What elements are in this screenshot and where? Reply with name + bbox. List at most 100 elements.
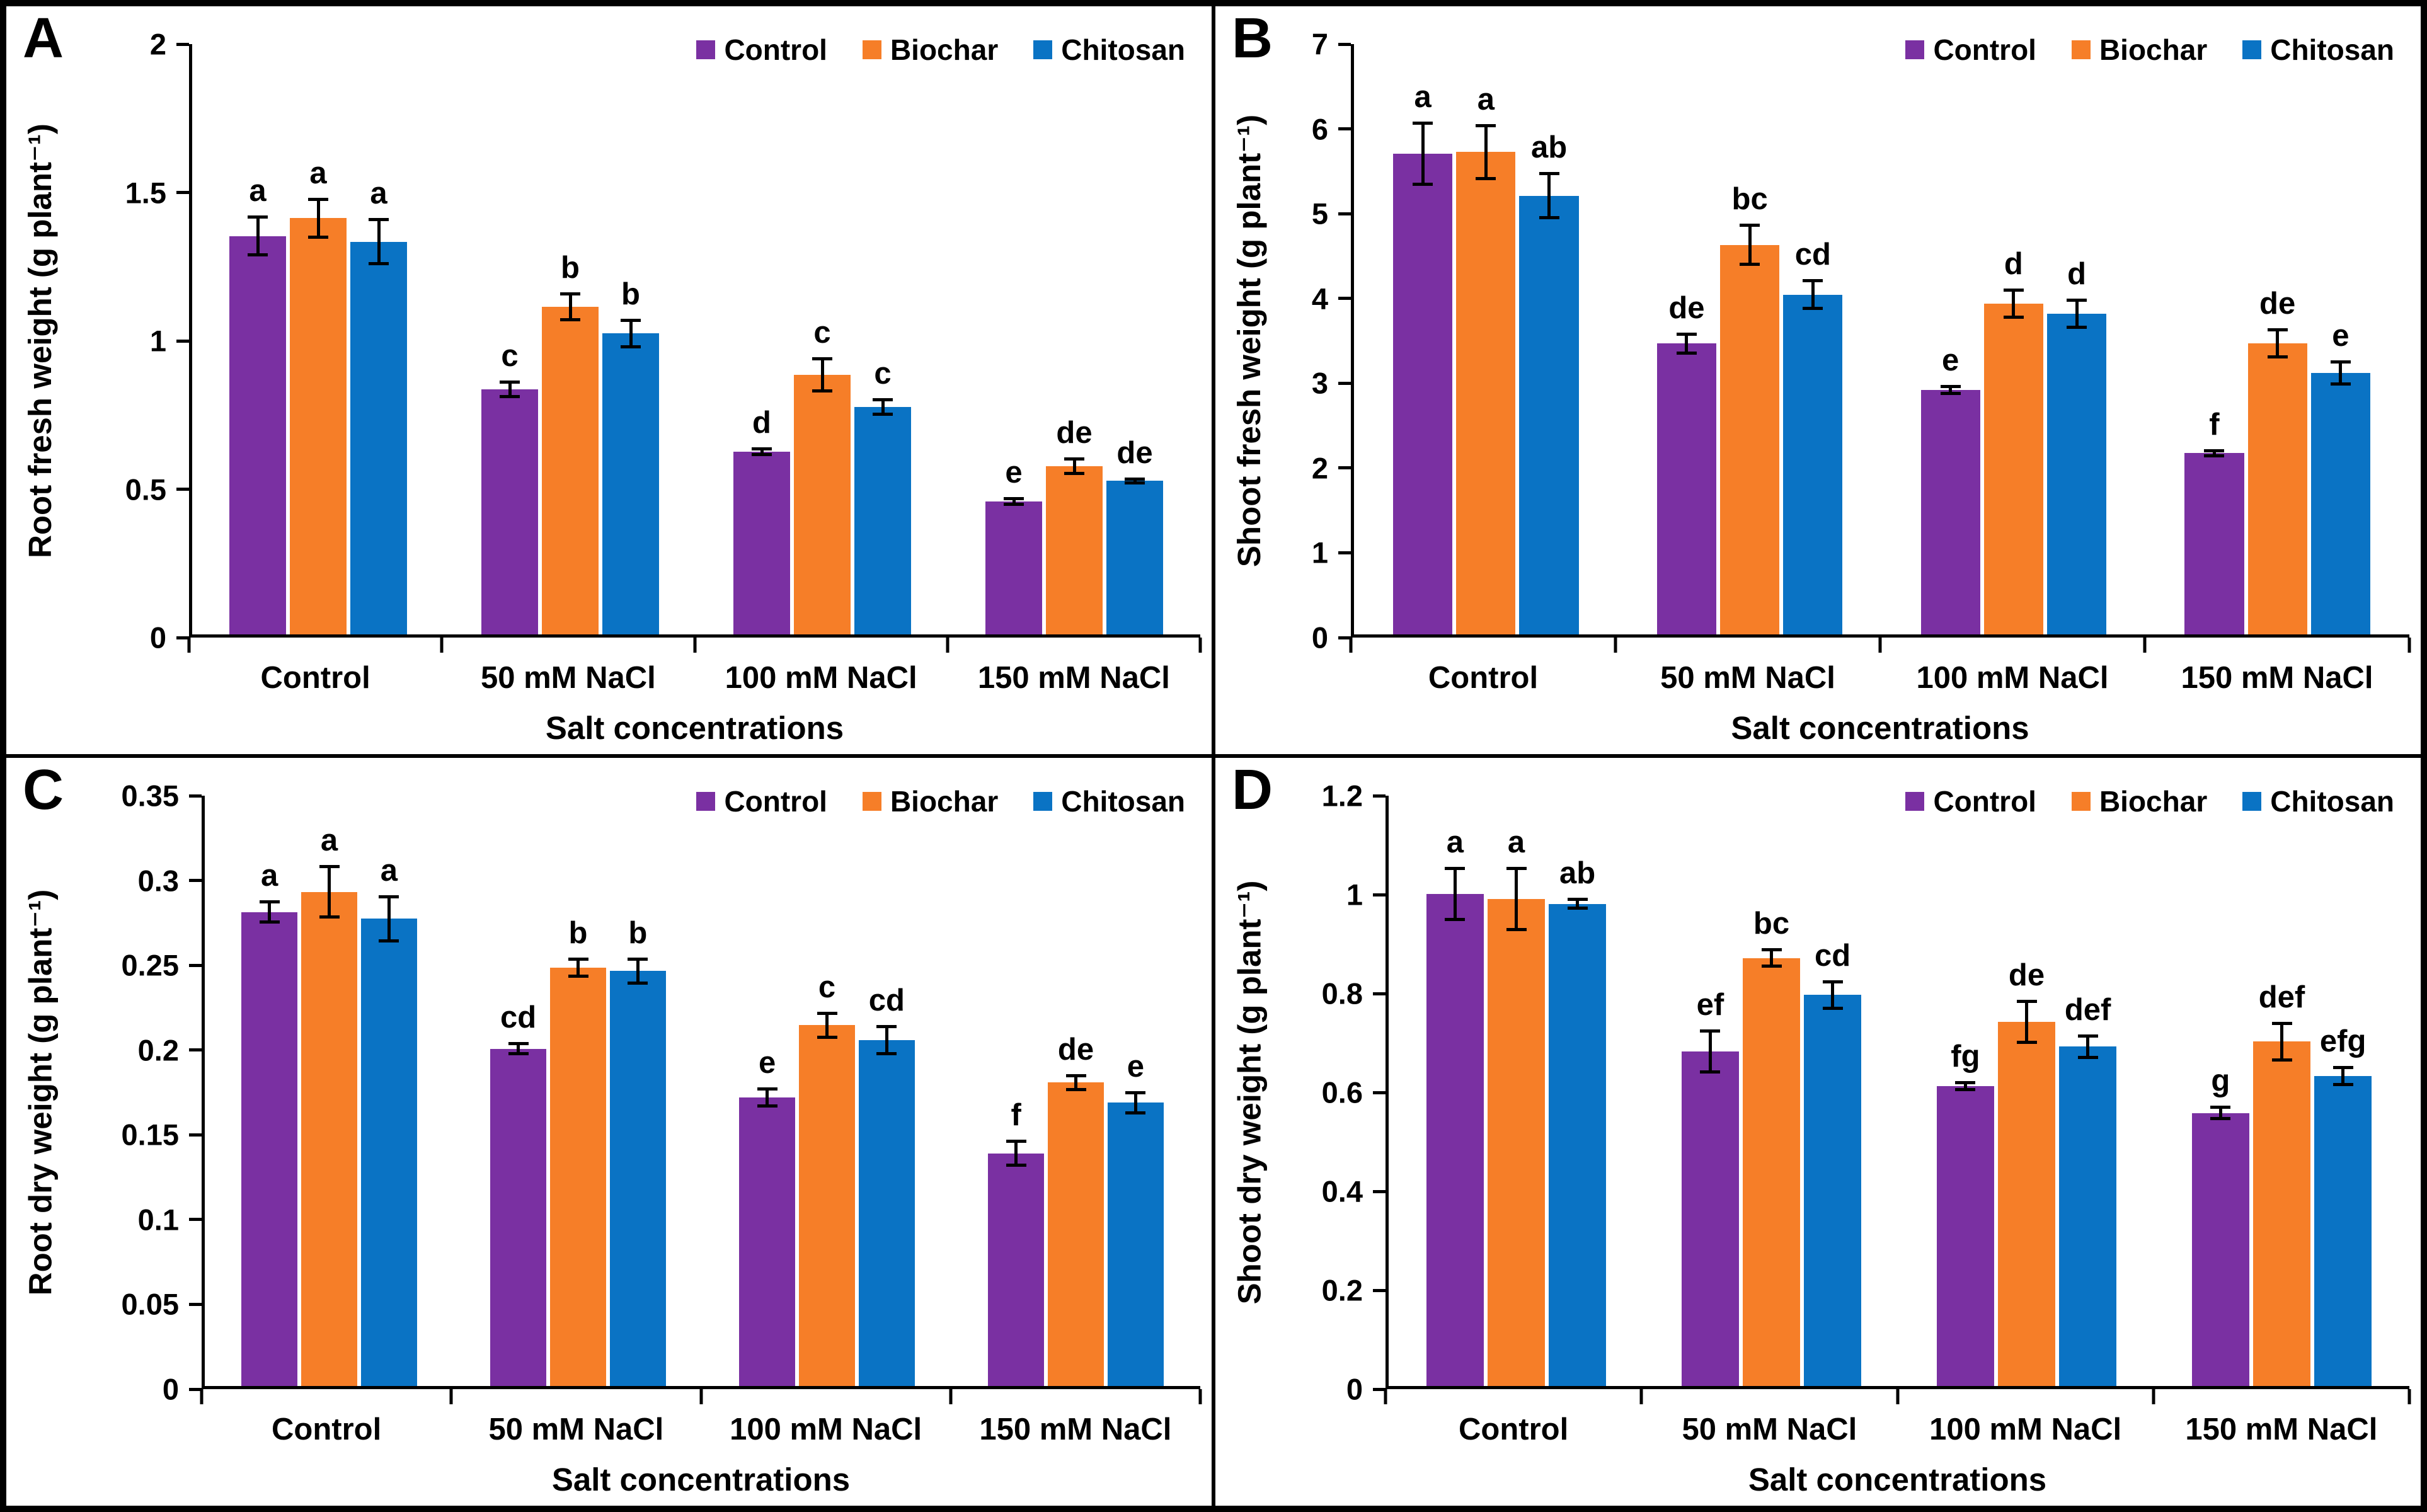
y-tick-label: 0 [1346, 1372, 1363, 1406]
x-tick-mark [2407, 638, 2411, 653]
bar [2310, 373, 2370, 634]
bar [1720, 244, 1780, 634]
error-bar-cap-bottom [873, 413, 893, 416]
x-tick-mark [1198, 1389, 1202, 1404]
error-bar [1065, 1074, 1086, 1091]
bar-biochar: b [550, 796, 606, 1386]
error-bar-cap-bottom [812, 389, 832, 392]
error-bar [2016, 1000, 2037, 1045]
error-bar-cap-bottom [628, 981, 648, 985]
significance-letter: de [1668, 290, 1705, 325]
bar-chitosan: d [2046, 44, 2107, 634]
bar-biochar: c [794, 44, 851, 634]
error-bar [1004, 497, 1024, 507]
error-bar-stem [1949, 384, 1953, 395]
y-axis: 0 0.5 1 1.5 2 [6, 30, 189, 653]
bar [1107, 1102, 1164, 1386]
bar [794, 374, 851, 634]
panel-d-shoot-dry-weight: D Control Biochar Chitosan Shoot dry wei… [1215, 758, 2421, 1506]
bar-biochar: a [301, 796, 357, 1386]
category-slot: f de e [2145, 44, 2409, 634]
legend-swatch-biochar [2071, 40, 2091, 59]
significance-letter: a [380, 853, 398, 888]
category-label: Control [260, 661, 370, 695]
y-tick-mark [1373, 1091, 1386, 1094]
significance-letter: cd [1815, 938, 1851, 973]
error-bar-cap-top [1955, 1080, 1976, 1084]
bar [290, 218, 347, 634]
legend-item-chitosan: Chitosan [1033, 35, 1185, 64]
legend-label: Biochar [2099, 785, 2208, 818]
bar [985, 501, 1042, 634]
bar-control: g [2191, 796, 2249, 1386]
legend-item-control: Control [696, 787, 827, 816]
panel-letter: C [23, 759, 64, 822]
y-tick-label: 0.1 [137, 1203, 179, 1237]
error-bar-cap-bottom [757, 1104, 777, 1108]
bar-control: f [2184, 44, 2244, 634]
error-bar-cap-top [2003, 289, 2024, 292]
error-bar-stem [328, 864, 331, 919]
significance-letter: def [2258, 980, 2305, 1015]
error-bar [2271, 1022, 2292, 1062]
significance-letter: cd [868, 983, 905, 1018]
error-bar-cap-top [1065, 1074, 1086, 1077]
bar [1549, 903, 1607, 1386]
error-bar-stem [256, 215, 260, 257]
error-bar-stem [2012, 289, 2016, 319]
error-bar-cap-top [1476, 124, 1496, 128]
error-bar-cap-bottom [876, 1052, 897, 1056]
bar-chitosan: e [2310, 44, 2370, 634]
legend-label: Biochar [890, 785, 999, 818]
category-slot: a a a [205, 796, 454, 1386]
error-bar-cap-bottom [1006, 1163, 1026, 1167]
y-tick-label: 4 [1311, 282, 1328, 316]
x-tick-mark [1384, 1389, 1387, 1404]
x-axis-title: Salt concentrations [551, 1462, 851, 1498]
error-bar [508, 1041, 529, 1056]
error-bar [876, 1025, 897, 1056]
error-bar-cap-bottom [568, 975, 588, 978]
bar-chitosan: a [360, 796, 417, 1386]
y-tick-label: 0 [1311, 621, 1328, 655]
bar [301, 891, 357, 1386]
y-tick-label: 1 [1311, 536, 1328, 570]
error-bar-stem [2276, 328, 2280, 359]
category-label: Control [1428, 661, 1539, 695]
error-bar [1125, 1091, 1146, 1114]
y-tick-label: 2 [149, 27, 166, 61]
bar [1936, 1085, 1994, 1386]
error-bar-cap-top [1506, 867, 1527, 871]
error-bar-cap-top [1006, 1140, 1026, 1143]
error-bar-stem [1748, 224, 1752, 266]
significance-letter: b [561, 250, 580, 285]
error-bar [1822, 980, 1843, 1010]
bar-chitosan: cd [1783, 44, 1843, 634]
category-labels: Control 50 mM NaCl 100 mM NaCl 150 mM Na… [189, 638, 1200, 694]
y-tick-mark [1373, 794, 1386, 798]
significance-letter: c [818, 970, 836, 1004]
significance-letter: f [2209, 407, 2220, 442]
error-bar [2077, 1034, 2098, 1059]
error-bar-cap-top [1064, 457, 1084, 461]
error-bar-stem [1547, 172, 1551, 220]
error-bar [369, 218, 389, 266]
bar-control: a [241, 796, 298, 1386]
bar-control: e [1920, 44, 1980, 634]
x-tick-mark [200, 1389, 204, 1404]
error-bar-cap-top [1740, 224, 1760, 227]
significance-letter: g [2211, 1063, 2230, 1098]
error-bar [1125, 477, 1145, 485]
error-bar [1006, 1140, 1026, 1167]
error-bar [1803, 279, 1823, 310]
legend-item-biochar: Biochar [862, 785, 999, 818]
error-bar-cap-top [248, 215, 268, 219]
category-slot: e de de [948, 44, 1200, 634]
bar [2184, 453, 2244, 634]
x-tick-mark [699, 1389, 703, 1404]
category-labels: Control 50 mM NaCl 100 mM NaCl 150 mM Na… [202, 1389, 1200, 1445]
y-tick-label: 0.4 [1321, 1174, 1363, 1208]
bar-chitosan: e [1107, 796, 1164, 1386]
error-bar-stem [387, 895, 391, 942]
significance-letter: cd [1794, 238, 1831, 272]
